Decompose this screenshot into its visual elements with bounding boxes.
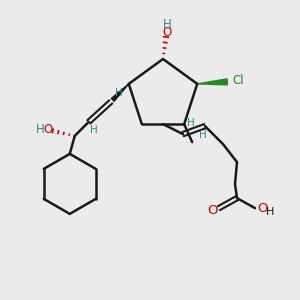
Text: H: H: [163, 19, 171, 32]
Text: O: O: [43, 123, 52, 136]
Text: H: H: [35, 123, 44, 136]
Text: H: H: [115, 88, 123, 98]
Text: H: H: [187, 118, 195, 128]
Text: O: O: [257, 202, 267, 214]
Text: Cl: Cl: [232, 74, 244, 87]
Text: O: O: [162, 26, 172, 38]
Text: O: O: [207, 204, 217, 217]
Text: H: H: [90, 125, 98, 135]
Polygon shape: [197, 79, 227, 85]
Text: H: H: [266, 207, 274, 217]
Polygon shape: [111, 84, 129, 101]
Text: H: H: [199, 130, 207, 140]
